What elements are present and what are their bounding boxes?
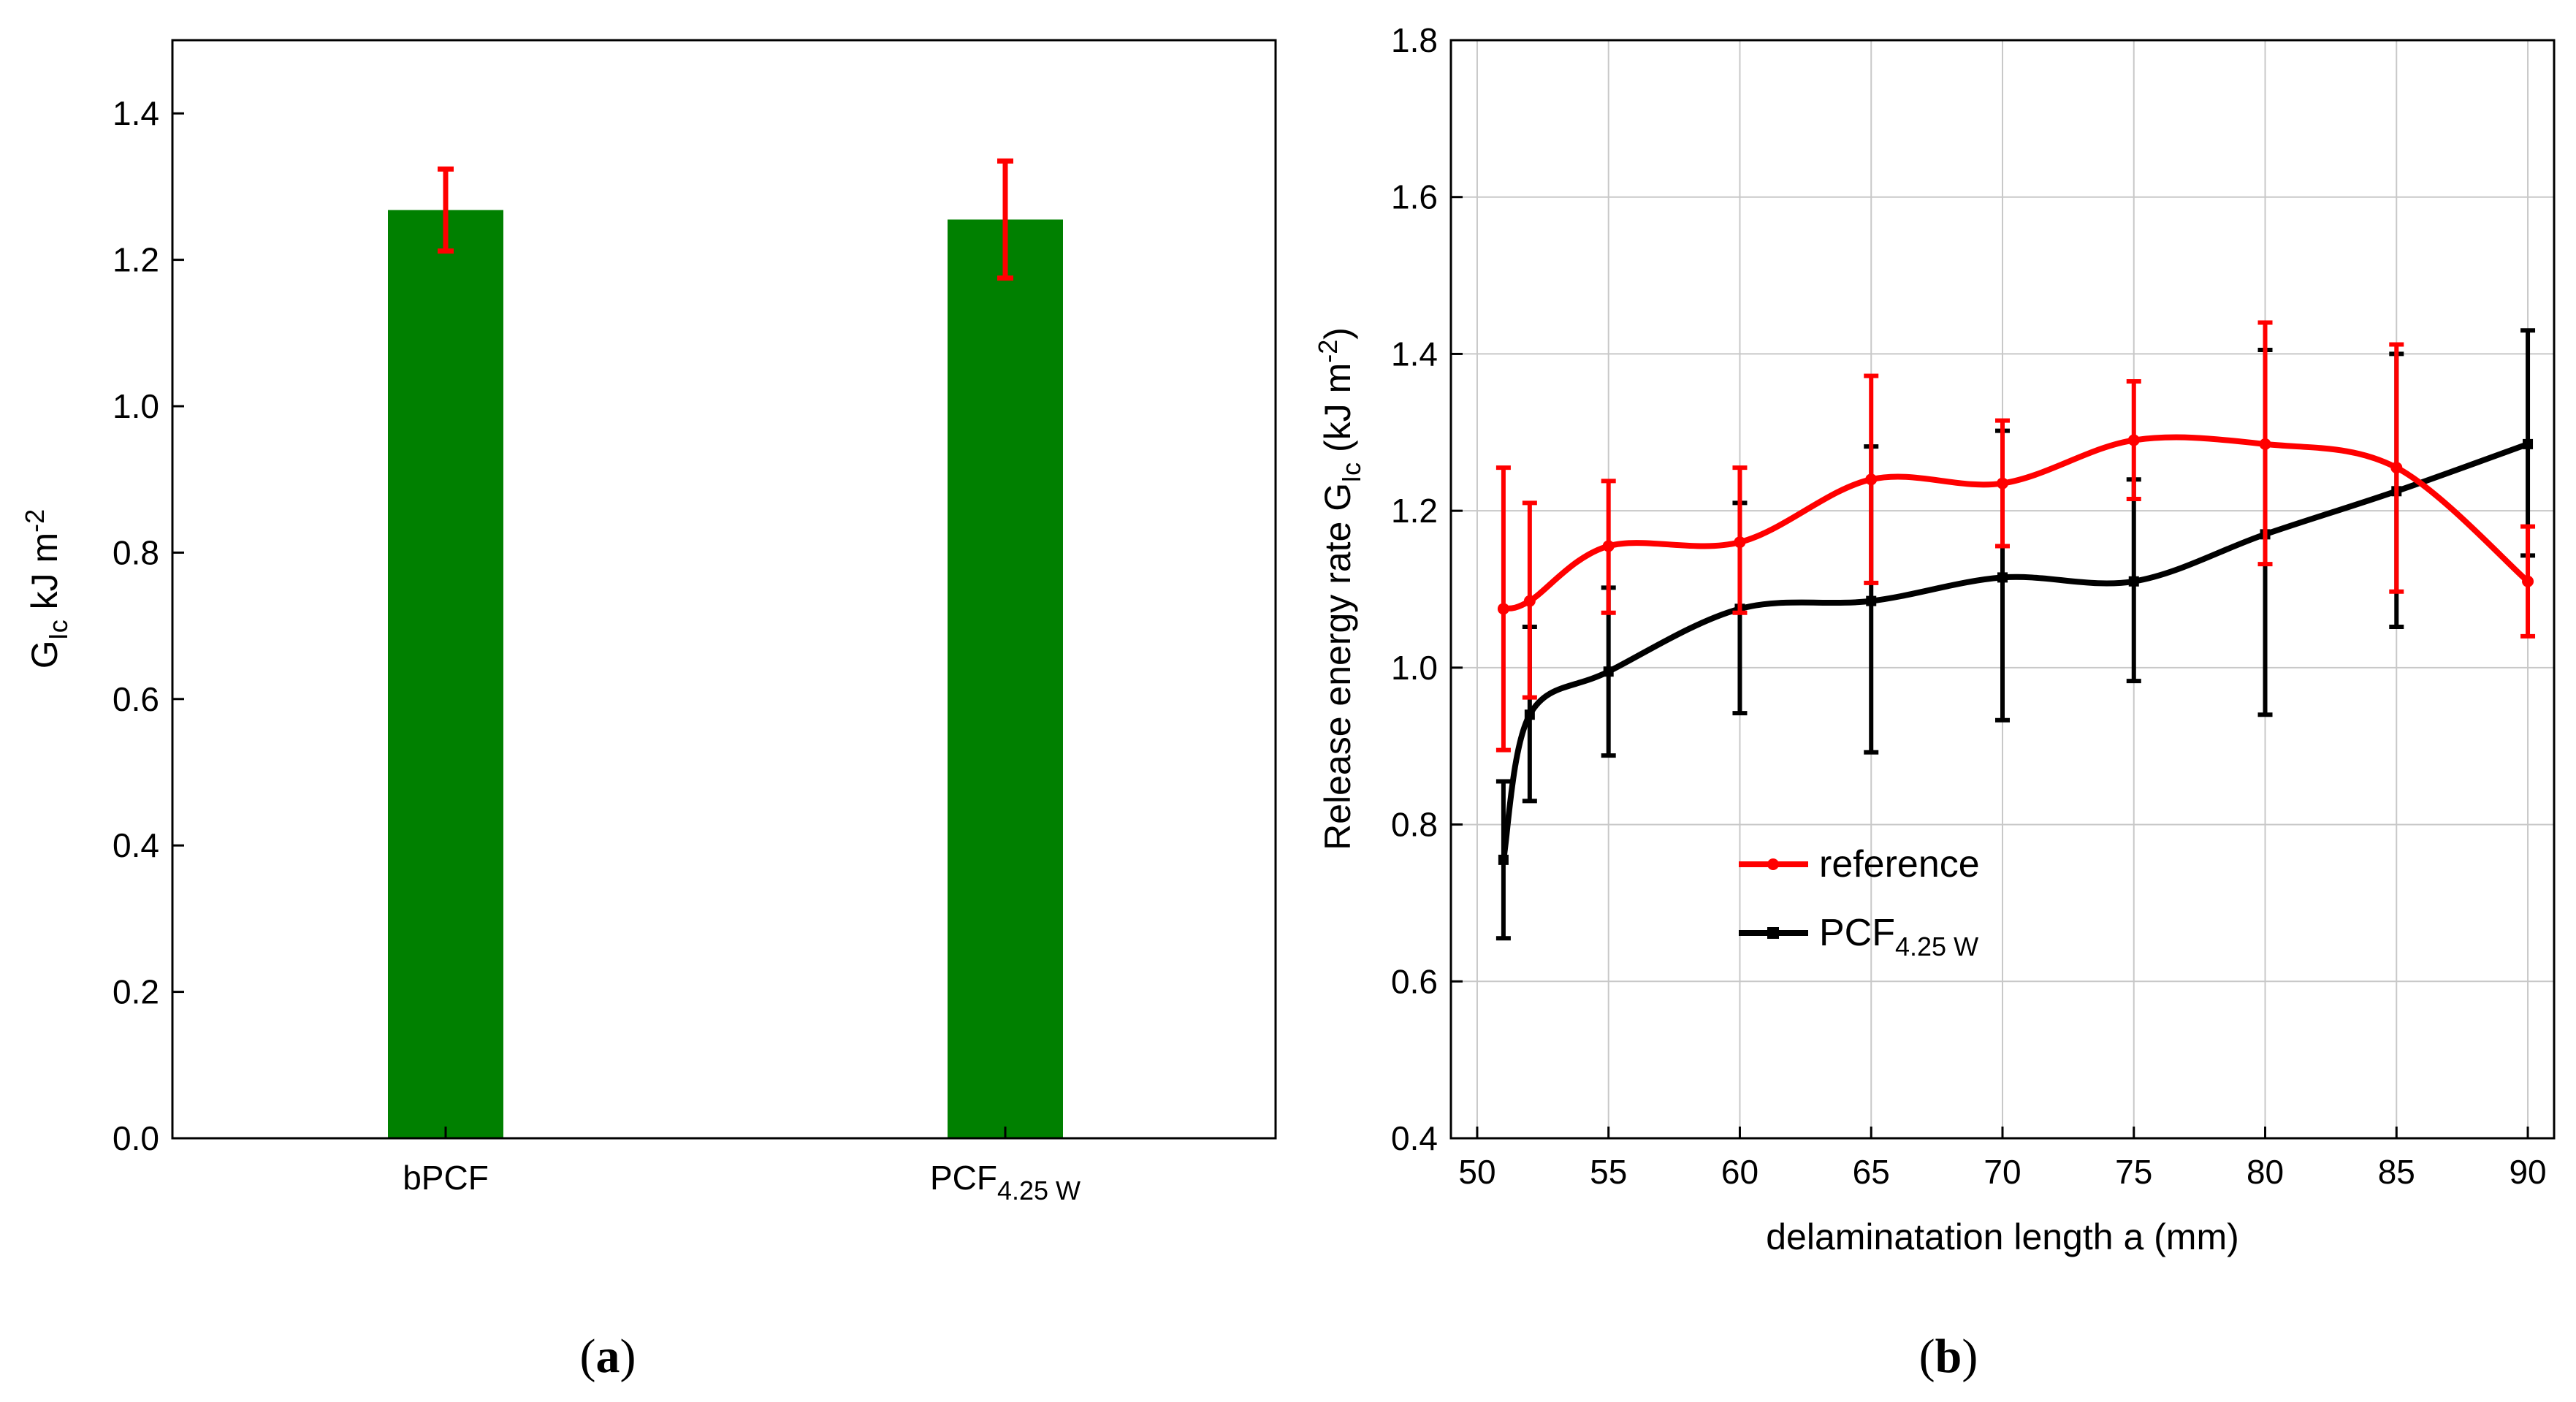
y-tick-label: 1.0 (113, 387, 159, 425)
series-pcf (1495, 328, 2536, 941)
x-tick-label: 65 (1853, 1153, 1890, 1191)
panel-b-label: (b) (1919, 1330, 1978, 1383)
legend-pcf-marker (1767, 927, 1779, 939)
x-tick-label: 85 (2378, 1153, 2415, 1191)
series-reference (1495, 320, 2536, 753)
y-tick-label: 0.0 (113, 1119, 159, 1157)
x-tick-label: 70 (1984, 1153, 2021, 1191)
data-point (2390, 462, 2403, 474)
data-point (1602, 540, 1615, 552)
x-tick-label: 60 (1721, 1153, 1758, 1191)
y-tick-label: 1.2 (1391, 492, 1438, 530)
data-point (2523, 438, 2534, 449)
legend-reference-marker (1767, 858, 1779, 870)
y-tick-label: 1.8 (1391, 21, 1438, 59)
x-tick-label: 50 (1458, 1153, 1495, 1191)
x-tick-label-1: bPCF (403, 1159, 489, 1197)
y-tick-label: 1.2 (113, 241, 159, 279)
data-point (1497, 603, 1509, 615)
data-point (2128, 576, 2139, 587)
y-tick-label: 0.6 (1391, 962, 1438, 1000)
data-point (1734, 536, 1746, 549)
y-tick-label: 0.6 (113, 680, 159, 718)
panel-b-y-axis-title: Release energy rate GIc (kJ m-2) (1313, 327, 1366, 850)
bar-2 (948, 219, 1063, 1138)
x-tick-label: 80 (2247, 1153, 2284, 1191)
y-tick-label: 1.6 (1391, 178, 1438, 216)
legend-pcf-label: PCF4.25 W (1819, 912, 1978, 961)
panel-a-y-axis-title: GIc kJ m-2 (20, 509, 73, 668)
panel-b-x-axis-title: delaminatation length a (mm) (1766, 1216, 2239, 1257)
y-tick-label: 0.4 (113, 826, 159, 864)
x-tick-label: 90 (2509, 1153, 2546, 1191)
x-tick-label-2: PCF4.25 W (930, 1159, 1081, 1205)
y-tick-label: 0.2 (113, 973, 159, 1011)
y-tick-label: 0.8 (1391, 806, 1438, 844)
data-point (1865, 473, 1878, 486)
x-tick-label: 75 (2115, 1153, 2152, 1191)
data-point (1523, 595, 1536, 607)
y-tick-label: 1.0 (1391, 649, 1438, 687)
data-point (1997, 572, 2008, 583)
data-point (2522, 575, 2534, 587)
legend-reference-label: reference (1819, 843, 1980, 885)
panel-b-chart: 0.4 0.6 0.8 1.0 1.2 1.4 1.6 1.8 50 55 60 65 70 75 80 8… (1313, 21, 2556, 1383)
panel-a-plot-frame (171, 39, 1277, 1140)
data-point (1997, 477, 2008, 489)
y-tick-label: 0.8 (113, 533, 159, 571)
series-line (1500, 441, 2529, 861)
series-line (1502, 434, 2530, 612)
y-tick-label: 1.4 (113, 94, 159, 132)
y-tick-label: 1.4 (1391, 335, 1438, 373)
y-tick-label: 0.4 (1391, 1119, 1438, 1157)
x-tick-label: 55 (1590, 1153, 1627, 1191)
data-point (1603, 666, 1614, 677)
bar-1 (388, 210, 503, 1138)
data-point (1866, 595, 1877, 606)
data-point (2259, 438, 2271, 450)
panel-a-chart: 0.0 0.2 0.4 0.6 0.8 1.0 1.2 1.4 bPCF PCF4.25 W G… (20, 39, 1277, 1383)
data-point (2127, 434, 2140, 446)
data-point (1524, 709, 1535, 720)
data-point (1498, 854, 1509, 865)
panel-b-legend: reference PCF4.25 W (1739, 843, 1980, 961)
panel-a-label: (a) (580, 1330, 636, 1383)
